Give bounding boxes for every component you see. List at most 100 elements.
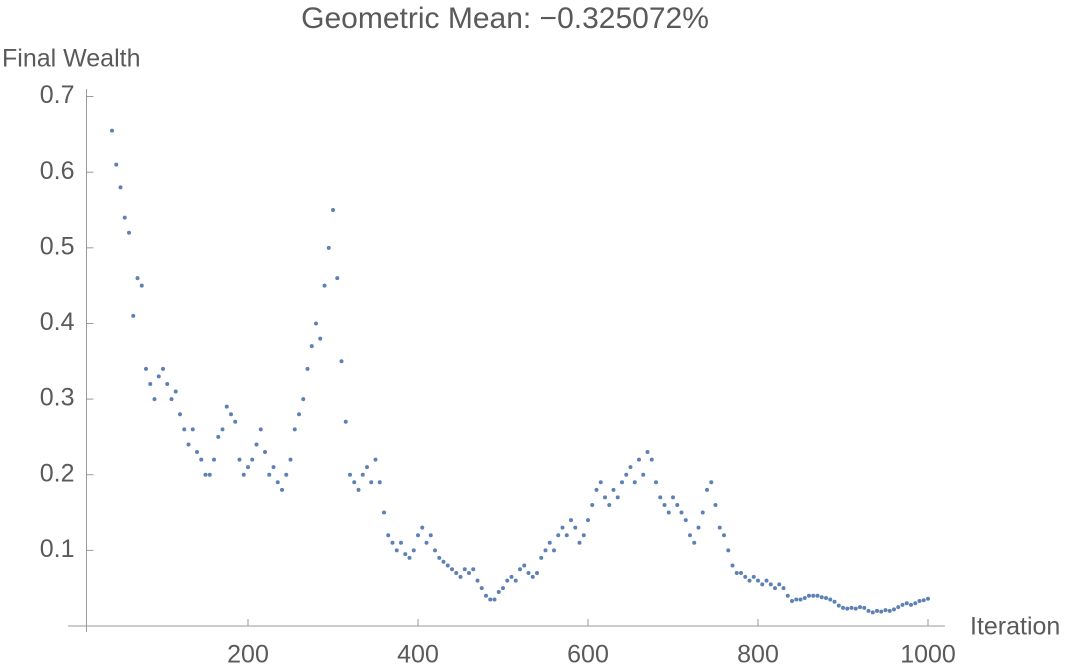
point <box>505 578 510 583</box>
point <box>726 548 731 553</box>
point <box>212 457 216 462</box>
point <box>679 510 684 515</box>
point <box>777 582 782 587</box>
point <box>488 597 493 602</box>
point <box>794 597 799 602</box>
point <box>403 552 408 557</box>
point <box>169 397 174 402</box>
point <box>199 457 204 462</box>
point <box>875 608 879 613</box>
point <box>475 578 480 583</box>
point <box>807 593 811 598</box>
point <box>301 397 306 402</box>
point <box>845 606 850 611</box>
point <box>662 502 667 507</box>
point <box>768 582 773 587</box>
point <box>815 593 820 598</box>
point <box>131 313 136 318</box>
point <box>207 472 212 477</box>
point <box>620 480 624 485</box>
point <box>645 450 650 455</box>
point <box>904 601 909 606</box>
point <box>560 525 565 530</box>
y-tick-label: 0.1 <box>40 535 75 563</box>
point <box>722 533 726 538</box>
point <box>913 601 918 606</box>
x-tick-label: 600 <box>567 641 609 669</box>
point <box>484 593 488 598</box>
point <box>841 605 845 610</box>
point <box>250 457 255 462</box>
point <box>879 609 884 614</box>
point <box>781 586 786 591</box>
point <box>309 344 314 349</box>
point <box>586 518 590 523</box>
point <box>900 602 905 607</box>
point <box>496 589 501 594</box>
x-tick-label: 200 <box>227 641 269 669</box>
point <box>637 457 641 462</box>
point <box>462 567 467 572</box>
point <box>819 595 824 600</box>
point <box>165 381 170 386</box>
point <box>382 510 386 515</box>
x-tick-label: 800 <box>737 641 779 669</box>
point <box>258 427 263 432</box>
point <box>577 540 582 545</box>
point <box>441 559 446 564</box>
point <box>509 574 514 579</box>
point <box>683 518 688 523</box>
point <box>424 540 429 545</box>
point <box>203 472 208 477</box>
point <box>292 427 297 432</box>
point <box>241 472 246 477</box>
point <box>785 593 790 598</box>
point <box>118 185 123 190</box>
point <box>849 605 854 610</box>
point <box>598 480 603 485</box>
point <box>437 555 442 560</box>
point <box>237 457 242 462</box>
y-tick-label: 0.3 <box>40 384 75 412</box>
point <box>416 533 420 538</box>
point <box>607 502 612 507</box>
point <box>343 419 348 424</box>
point <box>161 366 165 371</box>
point <box>267 472 272 477</box>
point <box>569 518 573 523</box>
point <box>836 603 841 608</box>
point <box>420 525 425 530</box>
point <box>658 495 663 500</box>
point <box>110 128 114 133</box>
point <box>688 533 692 538</box>
point <box>798 597 803 602</box>
point <box>284 472 289 477</box>
chart-title: Geometric Mean: −0.325072% <box>301 2 709 35</box>
point <box>220 427 225 432</box>
x-axis-label: Iteration <box>970 613 1060 641</box>
point <box>152 397 157 402</box>
point <box>467 571 471 576</box>
point <box>705 487 709 492</box>
point <box>751 574 756 579</box>
point <box>479 586 484 591</box>
point <box>828 597 833 602</box>
point <box>373 457 378 462</box>
point <box>853 606 858 611</box>
point <box>156 374 161 379</box>
point <box>526 571 531 576</box>
point <box>590 502 595 507</box>
point <box>411 548 416 553</box>
point <box>611 487 616 492</box>
point <box>339 359 344 364</box>
point <box>811 593 816 598</box>
point <box>458 574 463 579</box>
point <box>552 548 556 553</box>
point <box>501 586 505 591</box>
point <box>254 442 259 447</box>
point <box>756 578 760 583</box>
point <box>858 605 862 610</box>
point <box>790 599 794 604</box>
y-axis-label: Final Wealth <box>2 45 141 73</box>
point <box>399 540 403 545</box>
